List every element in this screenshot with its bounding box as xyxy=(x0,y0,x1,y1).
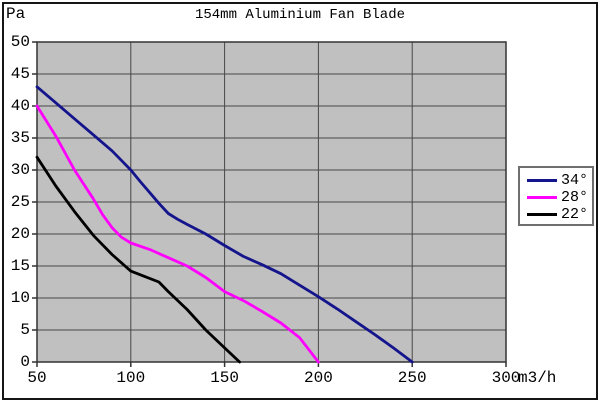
x-tick-label-250: 250 xyxy=(397,369,427,387)
legend-label: 34° xyxy=(561,172,589,189)
legend-line-swatch xyxy=(527,196,557,199)
y-tick-label-30: 30 xyxy=(10,161,30,179)
y-axis-unit: Pa xyxy=(6,5,26,23)
series-line-34deg xyxy=(35,85,414,364)
y-tick-label-5: 5 xyxy=(20,321,30,339)
y-tick-label-0: 0 xyxy=(20,353,30,371)
x-axis-unit: m3/h xyxy=(518,369,557,387)
plot-area xyxy=(32,41,507,367)
x-tick-label-300: 300 xyxy=(491,369,521,387)
y-tick-label-15: 15 xyxy=(10,257,30,275)
legend-item-22deg: 22° xyxy=(527,206,592,223)
legend-label: 22° xyxy=(561,206,589,223)
legend-line-swatch xyxy=(527,213,557,216)
chart-title: 154mm Aluminium Fan Blade xyxy=(194,7,406,23)
y-tick-label-10: 10 xyxy=(10,289,30,307)
x-tick-label-150: 150 xyxy=(210,369,239,387)
y-tick-label-40: 40 xyxy=(10,97,30,115)
x-tick-label-200: 200 xyxy=(303,369,333,387)
legend-box: 34° 28° 22° xyxy=(518,166,594,226)
plot-border xyxy=(36,41,507,363)
x-tick-label-100: 100 xyxy=(116,369,146,387)
series-line-28deg xyxy=(35,104,320,364)
x-tick-label-50: 50 xyxy=(27,369,47,387)
y-tick-label-25: 25 xyxy=(10,193,30,211)
y-tick-label-35: 35 xyxy=(10,129,30,147)
y-tick-label-50: 50 xyxy=(10,33,30,51)
legend-label: 28° xyxy=(561,189,589,206)
legend-item-28deg: 28° xyxy=(527,189,592,206)
y-tick-label-20: 20 xyxy=(10,225,30,243)
legend-item-34deg: 34° xyxy=(527,172,592,189)
y-tick-label-45: 45 xyxy=(10,65,30,83)
series-line-22deg xyxy=(35,155,242,364)
legend-line-swatch xyxy=(527,179,557,182)
